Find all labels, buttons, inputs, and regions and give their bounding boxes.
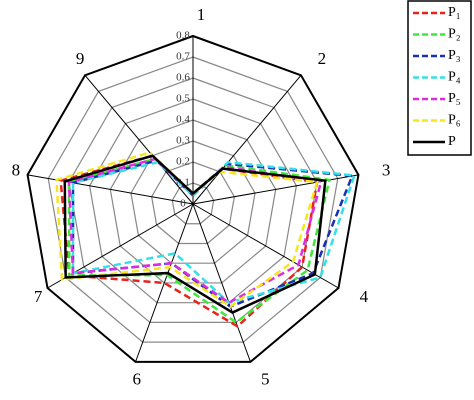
series-line bbox=[71, 160, 356, 305]
r-tick-label: 0.2 bbox=[176, 156, 190, 168]
spoke bbox=[192, 74, 302, 205]
spoke bbox=[135, 203, 194, 363]
spoke bbox=[27, 174, 194, 205]
spoke bbox=[84, 74, 194, 205]
legend-label: P₄ bbox=[448, 70, 461, 85]
axis-label: 2 bbox=[318, 49, 327, 68]
spoke bbox=[192, 203, 339, 289]
spoke bbox=[192, 203, 251, 363]
series-line bbox=[55, 151, 319, 309]
axis-label: 4 bbox=[360, 287, 369, 306]
axis-label: 3 bbox=[382, 160, 391, 179]
legend-label: P₅ bbox=[448, 91, 461, 106]
legend-label: P₆ bbox=[448, 113, 461, 128]
grid-ring bbox=[88, 98, 298, 304]
grid-ring bbox=[26, 34, 360, 363]
legend-label: P₂ bbox=[448, 27, 461, 42]
axis-label: 6 bbox=[132, 370, 141, 389]
legend-label: P₃ bbox=[448, 48, 461, 63]
r-tick-label: 0 bbox=[180, 198, 186, 210]
plot bbox=[55, 151, 356, 328]
axis-label: 9 bbox=[76, 49, 85, 68]
legend-label: P bbox=[448, 134, 456, 149]
axis-label: 5 bbox=[261, 370, 270, 389]
r-tick-label: 0.4 bbox=[176, 114, 190, 126]
grid-ring bbox=[151, 161, 235, 245]
grid-ring bbox=[68, 77, 318, 324]
axis-label: 7 bbox=[34, 287, 43, 306]
r-tick-label: 0.8 bbox=[176, 30, 190, 42]
legend: P₁ P₂ P₃ P₄ P₅ P₆ P bbox=[407, 0, 472, 156]
r-tick-label: 0.6 bbox=[176, 72, 190, 84]
series-line bbox=[63, 154, 327, 314]
r-tick-label: 0.5 bbox=[176, 93, 190, 105]
grid-ring bbox=[171, 182, 215, 225]
series-line bbox=[67, 157, 332, 324]
r-tick-label: 0.7 bbox=[176, 51, 190, 63]
legend-label: P₁ bbox=[448, 5, 461, 20]
spoke bbox=[192, 174, 359, 205]
axis-label: 8 bbox=[12, 160, 21, 179]
axis-label: 1 bbox=[197, 5, 206, 24]
r-tick-label: 0.3 bbox=[176, 135, 190, 147]
grid-ring bbox=[47, 56, 339, 343]
